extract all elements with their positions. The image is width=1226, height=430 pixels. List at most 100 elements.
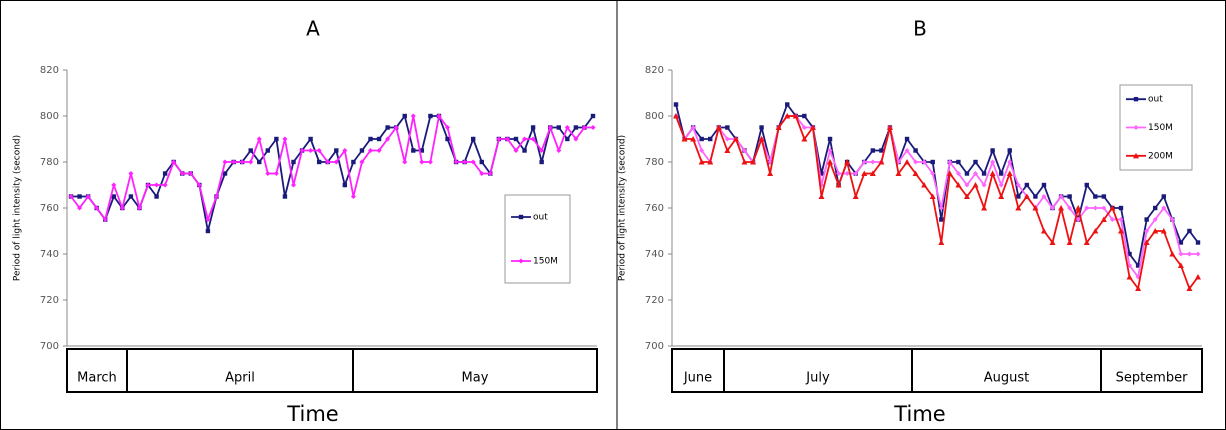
point [802,113,807,119]
y-tick-label: 780 [40,157,59,168]
point [861,159,867,165]
point [402,159,408,165]
point [265,148,271,153]
point [419,148,425,153]
point [699,148,705,153]
point [913,148,918,153]
point [1100,216,1107,222]
y-tick-label: 800 [40,111,59,122]
point [964,171,970,176]
y-tick-label: 740 [645,249,664,260]
point [673,102,679,107]
point [581,125,587,130]
point [513,148,519,153]
point [998,171,1004,176]
point [1152,217,1158,222]
point [861,170,868,176]
point [930,159,935,165]
point [895,170,902,176]
point [77,194,82,199]
point [921,159,927,165]
point [929,193,936,199]
y-axis-label: Period of light intensity (second) [13,135,23,281]
point [681,136,688,142]
point [539,148,545,153]
point [411,148,416,153]
point [419,159,425,165]
point [1023,193,1030,199]
point [564,125,570,130]
y-tick-label: 820 [645,65,664,76]
point [1007,148,1012,153]
point [853,171,859,176]
legend [504,194,571,284]
point [827,136,833,142]
point [715,124,722,130]
point [573,125,579,130]
point [368,136,373,142]
point [385,125,390,130]
point [334,148,339,153]
point [869,170,876,176]
point [784,113,791,119]
point [205,217,211,222]
y-tick-label: 700 [40,341,59,352]
point [1049,239,1056,245]
point [1101,205,1107,211]
point [539,159,544,165]
point [1144,228,1150,234]
point [775,124,782,130]
point [998,193,1005,199]
point [1195,274,1201,280]
point [479,171,485,176]
point [1133,96,1139,102]
point [1101,194,1107,199]
point [342,182,348,188]
point [333,159,339,165]
point [428,113,433,119]
point [402,113,407,119]
point [1153,205,1158,211]
panel-title: B [913,17,927,41]
point [479,159,484,165]
point [1041,194,1047,199]
point [1161,205,1167,211]
point [1118,205,1124,211]
point [1015,205,1022,211]
point [809,124,816,130]
y-axis-label: Period of light intensity (second) [618,135,628,281]
point [981,182,987,188]
point [819,171,824,176]
point [282,136,288,142]
point [801,136,808,142]
point [1041,182,1047,188]
point [1133,125,1139,130]
point [1006,170,1013,176]
panel-title: A [306,17,320,41]
point [1067,194,1072,199]
y-tick-label: 820 [40,65,59,76]
point [427,159,433,165]
point [436,113,442,119]
point [852,193,859,199]
point [154,194,159,199]
point [222,159,228,165]
point [844,159,851,165]
point [938,239,945,245]
point [1186,285,1193,291]
point [410,113,416,119]
point [741,159,748,165]
point [836,171,842,176]
point [1075,217,1081,222]
point [68,194,74,199]
point [699,136,704,142]
point [368,148,374,153]
point [102,217,108,222]
point [77,205,83,211]
point [759,125,764,130]
point [1050,205,1056,211]
point [904,159,911,165]
point [913,159,919,165]
point [393,125,399,130]
point [904,136,910,142]
